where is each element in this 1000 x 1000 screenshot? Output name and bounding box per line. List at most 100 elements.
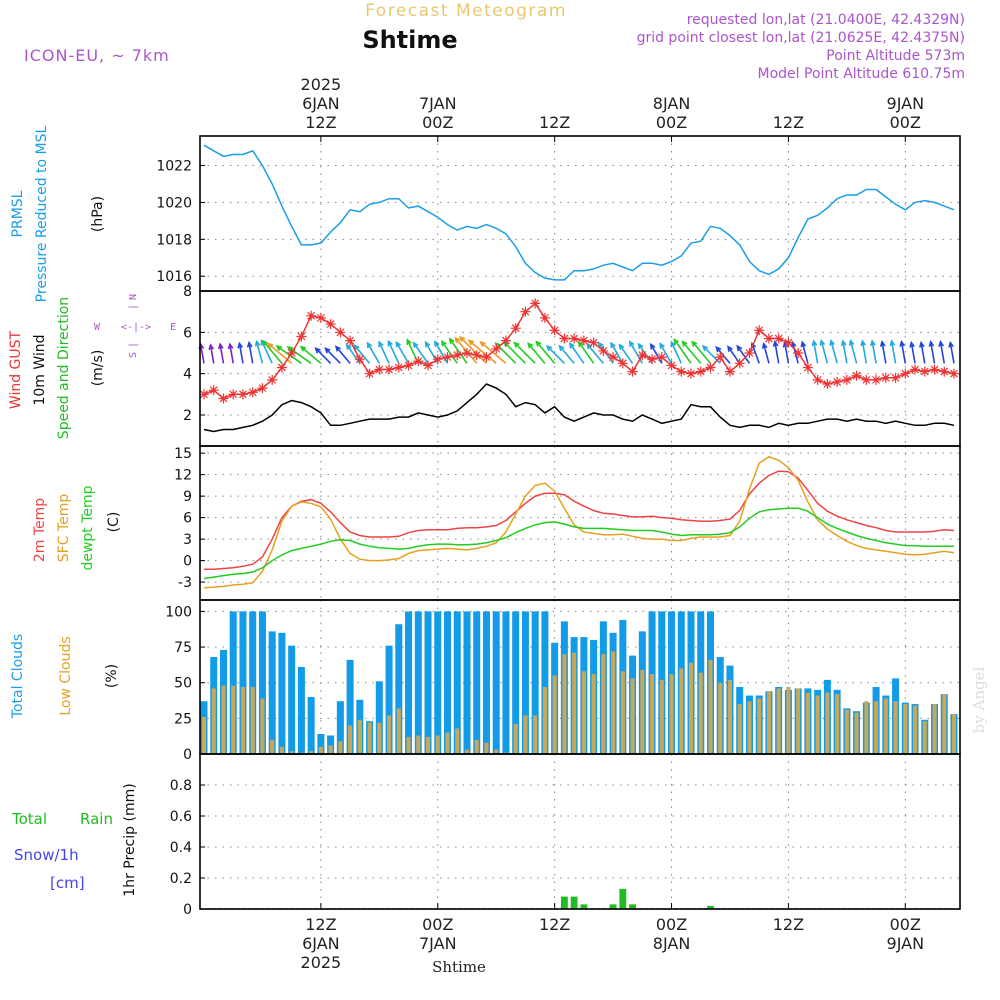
model-altitude: Model Point Altitude 610.75m (758, 66, 965, 82)
total-cloud-bar (346, 659, 354, 754)
bottom-time-label: 6JAN (302, 934, 340, 953)
wind-arrow (468, 339, 497, 364)
gust-marker (481, 352, 492, 363)
wind-arrow (670, 341, 682, 364)
wind-arrow (238, 343, 244, 364)
wind-arrow-head (266, 342, 274, 349)
footer-location: Shtime (432, 958, 486, 976)
wind-arrow (849, 340, 858, 364)
y-tick-label: 1016 (156, 269, 192, 285)
low-cloud-bar (912, 705, 918, 754)
wind-arrow-head (448, 337, 455, 344)
wind-arrow (578, 341, 595, 364)
rain-bar (629, 904, 636, 909)
wind-arrow (715, 346, 731, 364)
total-cloud-bar (278, 632, 286, 754)
low-cloud-bar (338, 741, 343, 754)
y-tick-label: 1022 (156, 159, 192, 175)
gust-marker (393, 362, 404, 373)
low-cloud-bar (357, 719, 362, 754)
bottom-time-label: 00Z (890, 915, 921, 934)
precip-snow-unit: [cm] (50, 874, 85, 892)
wind-arrow (300, 346, 322, 364)
gust-marker (608, 352, 619, 363)
wind-arrow-head (919, 340, 925, 348)
total-cloud-bar (512, 611, 520, 754)
low-cloud-bar (425, 736, 431, 754)
low-cloud-bar (786, 686, 791, 754)
wind-arrow-head (659, 342, 665, 349)
gust-marker (939, 366, 950, 377)
bottom-time-label: 12Z (305, 915, 336, 934)
gust-marker (354, 354, 365, 365)
low-cloud-bar (279, 746, 284, 754)
total-cloud-bar (375, 681, 383, 754)
gust-marker (218, 393, 229, 404)
gust-marker (539, 312, 550, 323)
low-cloud-bar (893, 701, 898, 754)
wind-arrow (199, 344, 205, 364)
wind-arrow (366, 342, 381, 364)
wind-arrow-head (440, 340, 447, 347)
gust-marker (403, 360, 414, 371)
wind-arrow (842, 340, 848, 364)
y-tick-label: 0 (183, 554, 192, 570)
total-cloud-bar (453, 611, 461, 754)
low-cloud-bar (396, 708, 401, 754)
wind-arrow-head (275, 345, 283, 351)
low-cloud-bar (221, 685, 226, 754)
low-cloud-bar (211, 688, 216, 754)
total-cloud-bar (492, 611, 500, 754)
y-tick-label: 1020 (156, 195, 192, 211)
low-cloud-bar (640, 669, 645, 754)
gust-marker (199, 389, 209, 400)
gust-marker (384, 364, 395, 375)
cloud-panel-labels: Total Clouds Low Clouds (%) (10, 634, 120, 719)
y-tick-label: 25 (174, 711, 192, 727)
wind-arrow (378, 341, 390, 364)
wind-arrow (861, 340, 868, 364)
rain-bar (570, 896, 578, 909)
low-cloud-bar (552, 675, 557, 754)
low-cloud-bar (874, 701, 879, 754)
wind-arrow-head (870, 339, 876, 347)
wind-arrow-head (237, 341, 244, 349)
gust-marker (530, 298, 541, 309)
wind-arrow-head (879, 340, 886, 347)
total-cloud-bar (249, 611, 257, 754)
low-cloud-bar (201, 716, 207, 754)
wind-arrow (315, 347, 332, 364)
panel-4: 0 0.2 0.4 0.6 0.8 (170, 753, 961, 918)
low-cloud-bar (240, 686, 246, 754)
low-cloud-bar (533, 715, 538, 754)
gust-marker (374, 364, 385, 375)
low-cloud-bar (825, 692, 830, 754)
bottom-time-label: 00Z (656, 915, 687, 934)
wind-speed-dir-label: Speed and Direction (56, 297, 72, 439)
rain-bar (619, 888, 627, 909)
total-cloud-bar (463, 611, 471, 754)
low-cloud-bar (903, 704, 908, 754)
gust-marker (257, 383, 268, 394)
low-cloud-bar (620, 671, 625, 754)
low-cloud-bar (844, 709, 849, 754)
y-tick-label: 0 (183, 902, 192, 918)
wind-arrow-head (262, 339, 269, 347)
wind-arrow-head (840, 339, 847, 347)
top-time-label: 12Z (773, 113, 804, 132)
low-cloud-bar (951, 714, 957, 754)
gust-marker (442, 352, 453, 363)
wind-arrow-head (314, 347, 321, 354)
wind-panel-labels: Wind GUST 10m Wind Speed and Direction (… (8, 294, 176, 439)
low-cloud-bar (630, 678, 635, 754)
low-cloud-bar (688, 662, 694, 754)
gust-marker (559, 333, 570, 344)
wind-arrow-head (568, 342, 575, 349)
requested-coords: requested lon,lat (21.0400E, 42.4329N) (687, 12, 965, 28)
gust-marker (754, 325, 765, 336)
low-cloud-bar (377, 722, 382, 754)
wind-arrow-head (254, 339, 261, 347)
wind-arrow (413, 342, 429, 364)
low-cloud-bar (591, 674, 596, 754)
gust-marker (929, 364, 940, 375)
